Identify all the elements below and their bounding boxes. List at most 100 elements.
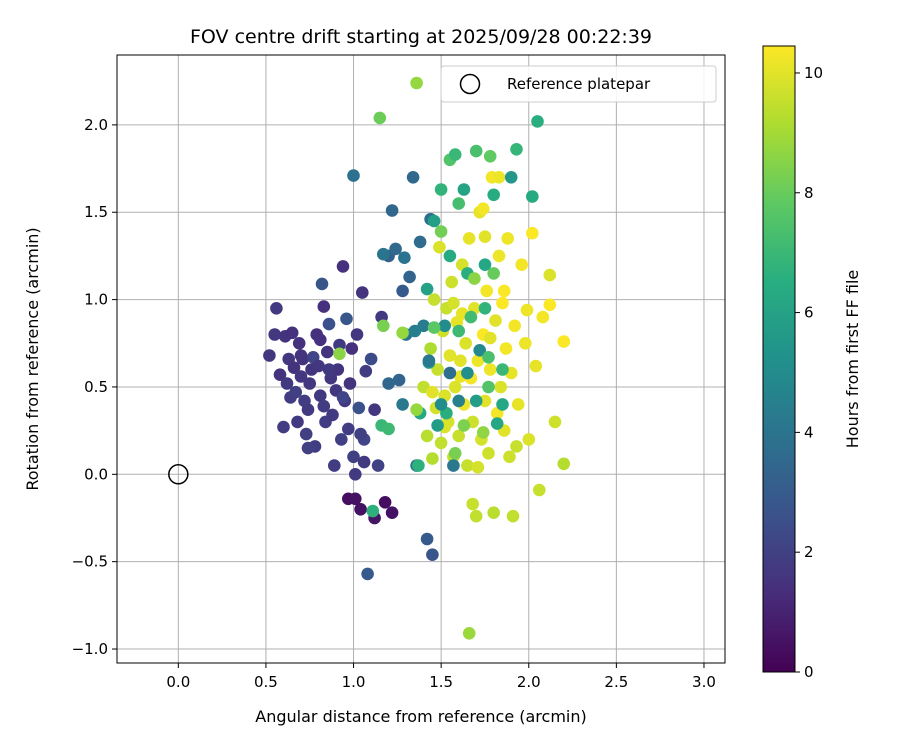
data-point bbox=[382, 377, 395, 390]
data-point bbox=[447, 459, 460, 472]
data-point bbox=[443, 249, 457, 263]
x-tick-label: 3.0 bbox=[692, 673, 716, 691]
colorbar-tick-label: 6 bbox=[804, 304, 814, 322]
data-point bbox=[396, 326, 409, 340]
data-point bbox=[482, 351, 495, 364]
data-point bbox=[299, 427, 313, 441]
data-point bbox=[294, 349, 308, 362]
colorbar-label: Hours from first FF file bbox=[843, 270, 862, 449]
data-point bbox=[466, 497, 480, 511]
y-tick-label: −1.0 bbox=[72, 640, 108, 658]
data-point bbox=[471, 354, 485, 368]
data-point bbox=[385, 204, 399, 217]
data-point bbox=[478, 302, 492, 315]
data-point bbox=[396, 284, 409, 298]
data-point bbox=[412, 459, 425, 472]
data-point bbox=[448, 447, 462, 460]
data-point bbox=[331, 363, 345, 376]
data-point bbox=[392, 373, 406, 387]
data-point bbox=[468, 272, 481, 285]
data-point bbox=[464, 310, 478, 324]
data-point bbox=[345, 342, 359, 355]
data-point bbox=[424, 342, 437, 355]
data-point bbox=[476, 426, 490, 439]
legend-box bbox=[440, 65, 717, 103]
data-point bbox=[526, 190, 539, 203]
y-tick-label: 0.0 bbox=[84, 465, 108, 483]
data-point bbox=[322, 363, 336, 376]
data-point bbox=[461, 366, 474, 380]
data-point bbox=[422, 354, 436, 368]
data-point bbox=[487, 267, 501, 280]
y-tick-label: 1.0 bbox=[84, 291, 108, 309]
data-point bbox=[496, 398, 509, 411]
data-point bbox=[548, 415, 562, 429]
data-point bbox=[471, 461, 485, 474]
x-tick-label: 0.0 bbox=[166, 673, 190, 691]
data-point bbox=[515, 258, 528, 272]
y-tick-label: −0.5 bbox=[72, 553, 108, 571]
data-point bbox=[301, 441, 315, 455]
data-point bbox=[454, 354, 467, 368]
data-point bbox=[315, 277, 329, 291]
data-point bbox=[431, 419, 444, 432]
data-point bbox=[483, 331, 497, 345]
data-point bbox=[492, 171, 506, 184]
data-point bbox=[483, 363, 497, 376]
data-point bbox=[377, 319, 390, 333]
data-point bbox=[270, 302, 283, 315]
data-point bbox=[445, 275, 459, 289]
data-point bbox=[478, 258, 492, 272]
data-point bbox=[443, 366, 457, 380]
data-point bbox=[385, 506, 399, 519]
data-point bbox=[314, 333, 327, 347]
data-point bbox=[292, 337, 306, 350]
data-point bbox=[354, 427, 367, 441]
data-point bbox=[301, 403, 315, 417]
x-tick-label: 1.0 bbox=[342, 673, 366, 691]
data-point bbox=[531, 115, 544, 128]
data-point bbox=[504, 171, 518, 184]
data-point bbox=[406, 171, 420, 184]
data-point bbox=[321, 345, 334, 359]
data-point bbox=[343, 377, 357, 390]
data-point bbox=[533, 483, 546, 497]
plot-frame bbox=[116, 54, 726, 664]
data-point bbox=[543, 298, 557, 312]
data-point bbox=[433, 240, 446, 254]
grid-lines bbox=[117, 55, 725, 663]
data-point bbox=[490, 417, 504, 430]
data-point bbox=[434, 225, 448, 238]
data-point bbox=[462, 627, 476, 640]
data-point bbox=[529, 359, 543, 373]
data-point bbox=[303, 377, 317, 390]
data-point bbox=[335, 433, 348, 446]
data-point bbox=[427, 321, 441, 334]
data-point bbox=[326, 408, 339, 422]
data-point bbox=[333, 338, 346, 352]
data-point bbox=[452, 429, 466, 443]
colorbar-gradient bbox=[762, 45, 796, 673]
data-point bbox=[506, 509, 520, 523]
data-point bbox=[497, 284, 511, 298]
data-point bbox=[543, 268, 557, 282]
data-point bbox=[499, 342, 513, 355]
data-point bbox=[431, 363, 444, 376]
colorbar-tick-label: 2 bbox=[804, 543, 814, 561]
data-point bbox=[447, 296, 460, 310]
reference-marker-group bbox=[168, 464, 189, 485]
data-point bbox=[480, 284, 494, 298]
data-point bbox=[501, 232, 514, 245]
data-point bbox=[462, 232, 476, 245]
data-point bbox=[478, 394, 492, 408]
y-tick-label: 2.0 bbox=[84, 116, 108, 134]
data-point bbox=[389, 242, 402, 256]
data-points bbox=[263, 76, 571, 640]
data-point bbox=[526, 226, 539, 240]
colorbar-ticks: 0 2 4 6 8 10 bbox=[795, 64, 823, 681]
y-axis-ticks: −1.0 −0.5 0.0 0.5 1.0 1.5 2.0 bbox=[72, 116, 117, 658]
data-point bbox=[291, 415, 304, 429]
data-point bbox=[413, 235, 427, 249]
data-point bbox=[280, 377, 294, 390]
data-point bbox=[364, 352, 378, 366]
